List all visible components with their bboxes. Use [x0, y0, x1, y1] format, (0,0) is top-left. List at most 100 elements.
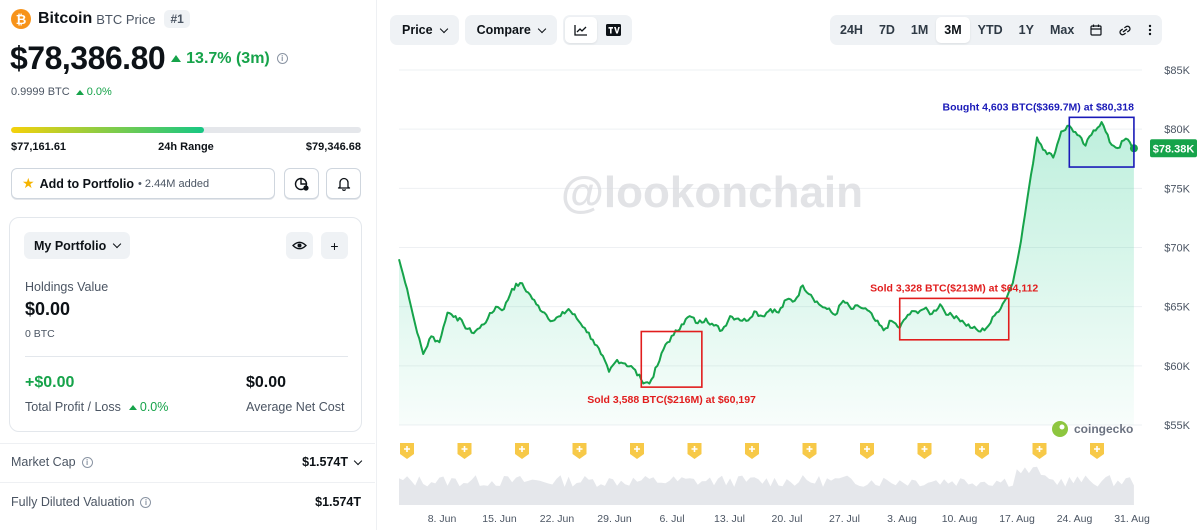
add-to-portfolio-label: Add to Portfolio	[39, 176, 134, 191]
link-button[interactable]	[1110, 17, 1140, 43]
price-area	[399, 122, 1134, 425]
divider	[0, 482, 375, 483]
price-dropdown[interactable]: Price	[390, 15, 459, 45]
portfolio-share-button[interactable]	[284, 168, 319, 199]
event-marker[interactable]	[457, 443, 472, 459]
more-vertical-button[interactable]	[1140, 17, 1160, 43]
chevron-down-icon	[439, 24, 448, 33]
event-marker-plus	[979, 446, 985, 452]
event-marker-plus	[1094, 446, 1100, 452]
x-tick-label: 27. Jul	[829, 513, 860, 525]
price-dropdown-button[interactable]: Price	[392, 17, 457, 43]
caret-up-icon	[171, 55, 182, 62]
event-marker-plus	[461, 446, 468, 452]
compare-dropdown[interactable]: Compare	[464, 15, 557, 45]
stat-label: Fully Diluted Valuation	[11, 495, 135, 509]
average-net-cost-label: Average Net Cost	[246, 400, 345, 414]
event-marker[interactable]	[1032, 443, 1047, 459]
event-marker[interactable]	[975, 443, 989, 459]
y-tick-label: $85K	[1164, 65, 1190, 77]
calendar-button[interactable]	[1082, 17, 1110, 43]
holdings-btc: 0 BTC	[25, 328, 55, 340]
line-chart-button[interactable]	[564, 17, 597, 43]
price-alert-button[interactable]	[326, 168, 361, 199]
plus-icon: +	[330, 237, 339, 254]
range-high: $79,346.68	[305, 141, 361, 153]
timeframe-7d[interactable]: 7D	[878, 23, 895, 37]
event-marker[interactable]	[917, 443, 932, 459]
range-label: 24h Range	[158, 141, 214, 153]
stat-value: $1.574T	[315, 495, 361, 509]
toggle-visibility-button[interactable]	[286, 232, 313, 259]
portfolio-added-count: • 2.44M added	[137, 177, 210, 190]
panel-divider	[376, 0, 377, 530]
timeframe-group: 24H 7D 1M 3M YTD 1Y Max	[830, 15, 1163, 45]
add-to-portfolio-button[interactable]: ★ Add to Portfolio • 2.44M added	[11, 168, 275, 199]
chevron-down-icon[interactable]	[353, 456, 363, 465]
event-marker[interactable]	[515, 443, 529, 459]
bell-icon	[337, 177, 350, 191]
event-marker[interactable]	[802, 443, 817, 459]
x-tick-label: 6. Jul	[659, 513, 684, 525]
info-icon[interactable]: i	[140, 496, 152, 508]
compare-dropdown-button[interactable]: Compare	[467, 17, 555, 43]
timeframe-ytd[interactable]: YTD	[977, 23, 1003, 37]
price-line	[398, 121, 1135, 385]
info-icon[interactable]: i	[81, 456, 93, 468]
star-icon: ★	[22, 175, 35, 191]
add-transaction-button[interactable]: +	[321, 232, 348, 259]
btc-change: 0.0%	[75, 86, 112, 98]
timeframe-max[interactable]: Max	[1049, 23, 1075, 37]
y-tick-label: $60K	[1164, 361, 1190, 373]
x-tick-label: 24. Aug	[1057, 513, 1093, 525]
event-marker[interactable]	[630, 443, 644, 459]
info-icon[interactable]: i	[276, 53, 288, 64]
watermark: @lookonchain	[561, 168, 863, 217]
timeframe-3m[interactable]: 3M	[936, 17, 970, 43]
x-tick-label: 17. Aug	[999, 513, 1035, 525]
volume-area	[399, 466, 1134, 505]
portfolio-card: My Portfolio + Holdings Value $0.00 0 BT…	[9, 217, 362, 432]
stat-market-cap[interactable]: Market Cap i $1.574T	[11, 455, 363, 469]
event-marker[interactable]	[1090, 443, 1104, 459]
btc-conversion: 0.9999 BTC 0.0%	[11, 86, 112, 98]
event-marker-plus	[404, 446, 410, 452]
annotation-box	[1068, 116, 1135, 168]
price-row: $78,386.80 13.7% (3m) i	[10, 40, 288, 77]
x-tick-label: 10. Aug	[942, 513, 978, 525]
current-price-tag	[1150, 139, 1197, 158]
portfolio-selector[interactable]: My Portfolio	[24, 232, 131, 259]
annotation-label: Sold 3,588 BTC($216M) at $60,197	[587, 394, 756, 406]
y-tick-label: $55K	[1164, 420, 1190, 432]
annotation-box	[640, 330, 703, 388]
x-tick-label: 29. Jun	[597, 513, 632, 525]
average-net-cost-value: $0.00	[246, 374, 287, 391]
event-marker[interactable]	[745, 443, 759, 459]
btc-value: 0.9999 BTC	[11, 86, 70, 98]
x-tick-label: 22. Jun	[540, 513, 575, 525]
annotation-box	[898, 297, 1010, 341]
link-icon	[1119, 25, 1131, 36]
event-marker-plus	[576, 446, 583, 452]
tradingview-button[interactable]	[597, 17, 630, 43]
annotation-label: Sold 3,328 BTC($213M) at $64,112	[870, 282, 1038, 294]
annotation-label: Bought 4,603 BTC($369.7M) at $80,318	[943, 101, 1135, 113]
event-marker[interactable]	[860, 443, 874, 459]
timeframe-1y[interactable]: 1Y	[1018, 23, 1034, 37]
compare-dropdown-label: Compare	[476, 23, 531, 37]
profit-loss-pct-value: 0.0%	[139, 400, 169, 414]
event-marker[interactable]	[572, 443, 587, 459]
holdings-label: Holdings Value	[25, 280, 109, 294]
timeframe-1m[interactable]: 1M	[910, 23, 929, 37]
24h-range-fill	[11, 127, 204, 133]
profit-loss-label-row: Total Profit / Loss 0.0%	[25, 400, 168, 414]
price-chart[interactable]: $55K $60K $65K $70K $75K $80K $85K @lookonchain…	[377, 55, 1200, 530]
coin-subtitle: BTC Price	[96, 11, 156, 27]
event-marker[interactable]	[400, 443, 414, 459]
profit-loss-pct: 0.0%	[128, 400, 169, 414]
event-marker-plus	[864, 446, 870, 452]
timeframe-24h[interactable]: 24H	[840, 23, 863, 37]
price-change: 13.7% (3m)	[171, 50, 270, 68]
event-marker[interactable]	[687, 443, 702, 459]
stat-value: $1.574T	[302, 455, 348, 469]
